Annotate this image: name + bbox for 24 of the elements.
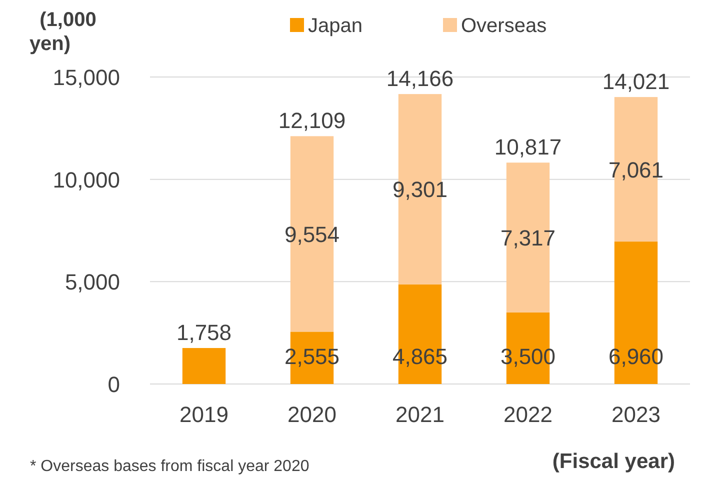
bar	[182, 348, 226, 384]
x-tick-label: 2022	[504, 402, 552, 427]
x-tick-label: 2019	[180, 402, 228, 427]
total-label: 12,109	[278, 108, 346, 134]
y-tick-label: 15,000	[52, 65, 120, 90]
x-tick-label: 2020	[288, 402, 336, 427]
x-tick-label: 2023	[612, 402, 660, 427]
total-label: 14,166	[386, 66, 454, 92]
data-label: 9,554	[284, 222, 340, 247]
x-tick-label: 2021	[396, 402, 444, 427]
legend-label: Overseas	[461, 15, 547, 37]
text: * Overseas bases from fiscal year 2020	[30, 458, 310, 475]
y-tick-label: 5,000	[64, 270, 120, 295]
data-label: 7,061	[608, 157, 664, 182]
y-tick-label: 0	[108, 372, 120, 397]
y-axis-title: (1,000 yen)	[29, 9, 96, 55]
total-label: 10,817	[494, 134, 562, 160]
data-label: 9,301	[392, 177, 448, 202]
total-label: 1,758	[176, 320, 232, 346]
data-label: 7,317	[500, 225, 556, 250]
legend-label: Japan	[308, 15, 362, 37]
y-tick-label: 10,000	[52, 167, 120, 192]
x-axis-title: (Fiscal year)	[552, 450, 675, 473]
total-label: 14,021	[602, 69, 670, 94]
